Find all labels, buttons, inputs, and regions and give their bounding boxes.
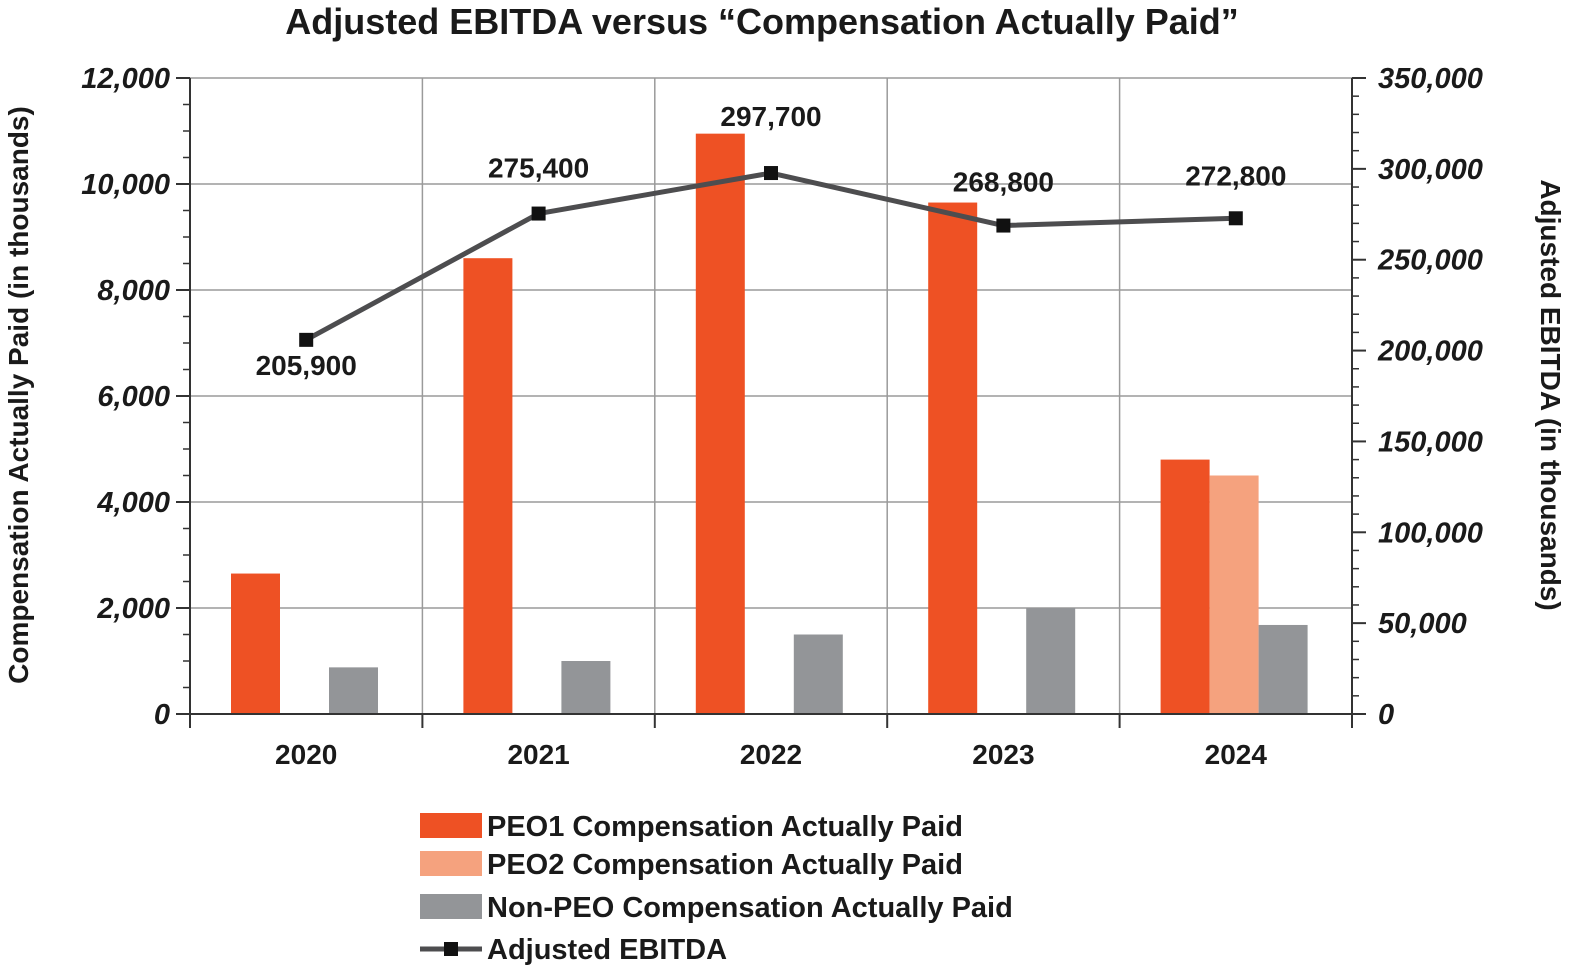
right-tick-label: 350,000 — [1378, 63, 1483, 95]
right-tick-label: 300,000 — [1378, 154, 1483, 186]
tick-labels: 0 2,000 4,000 6,000 8,000 10,000 12,000 0 50,000… — [81, 63, 1483, 770]
bar — [561, 661, 611, 714]
legend-swatch — [420, 851, 482, 876]
left-tick-label: 6,000 — [97, 381, 170, 413]
bar — [1258, 624, 1308, 714]
axes — [176, 77, 1366, 728]
left-axis-title: Compensation Actually Paid (in thousands… — [3, 106, 34, 684]
left-tick-label: 8,000 — [97, 275, 170, 307]
bar — [928, 202, 978, 715]
category-label: 2022 — [740, 739, 802, 770]
legend-swatch — [420, 894, 482, 919]
legend-swatch — [420, 813, 482, 838]
bar — [793, 634, 843, 714]
legend: PEO1 Compensation Actually Paid PEO2 Comp… — [420, 811, 1013, 966]
ebitda-point — [996, 218, 1011, 233]
legend-marker — [444, 942, 458, 956]
category-label: 2020 — [275, 739, 337, 770]
bars — [231, 133, 1308, 715]
ebitda-point — [1228, 211, 1243, 226]
left-tick-label: 10,000 — [81, 169, 170, 201]
gridlines — [190, 77, 1352, 714]
ebitda-data-label: 205,900 — [256, 350, 357, 381]
bar — [1160, 459, 1210, 714]
legend-label: PEO1 Compensation Actually Paid — [487, 811, 963, 843]
category-label: 2023 — [972, 739, 1034, 770]
bar — [1026, 608, 1076, 714]
right-tick-label: 200,000 — [1377, 336, 1483, 368]
bar — [463, 258, 513, 714]
ebitda-line-path — [305, 170, 1236, 343]
ebitda-point — [299, 332, 314, 347]
ebitda-point — [531, 206, 546, 221]
left-tick-label: 4,000 — [96, 487, 170, 519]
left-tick-label: 12,000 — [81, 63, 170, 95]
ebitda-data-label: 272,800 — [1185, 160, 1286, 191]
bar — [329, 667, 378, 714]
bar — [695, 133, 745, 714]
right-tick-label: 50,000 — [1378, 608, 1467, 640]
ebitda-data-label: 297,700 — [720, 101, 821, 132]
legend-label: Non-PEO Compensation Actually Paid — [487, 892, 1013, 924]
ebitda-point — [764, 166, 778, 181]
ebitda-data-label: 268,800 — [953, 167, 1054, 198]
right-tick-label: 0 — [1378, 699, 1394, 731]
bar — [1209, 475, 1259, 714]
legend-label: Adjusted EBITDA — [487, 934, 727, 966]
right-axis-title: Adjusted EBITDA (in thousands) — [1535, 179, 1566, 610]
left-tick-label: 2,000 — [96, 593, 170, 625]
category-label: 2024 — [1205, 739, 1268, 770]
category-label: 2021 — [507, 739, 569, 770]
legend-label: PEO2 Compensation Actually Paid — [487, 849, 963, 881]
bar — [231, 573, 280, 714]
right-tick-label: 100,000 — [1378, 517, 1483, 549]
right-tick-label: 250,000 — [1377, 245, 1483, 277]
right-tick-label: 150,000 — [1378, 426, 1483, 458]
ebitda-line — [299, 166, 1243, 347]
chart-title: Adjusted EBITDA versus “Compensation Act… — [285, 1, 1239, 42]
ebitda-data-label: 275,400 — [488, 153, 589, 184]
left-tick-label: 0 — [154, 699, 170, 731]
